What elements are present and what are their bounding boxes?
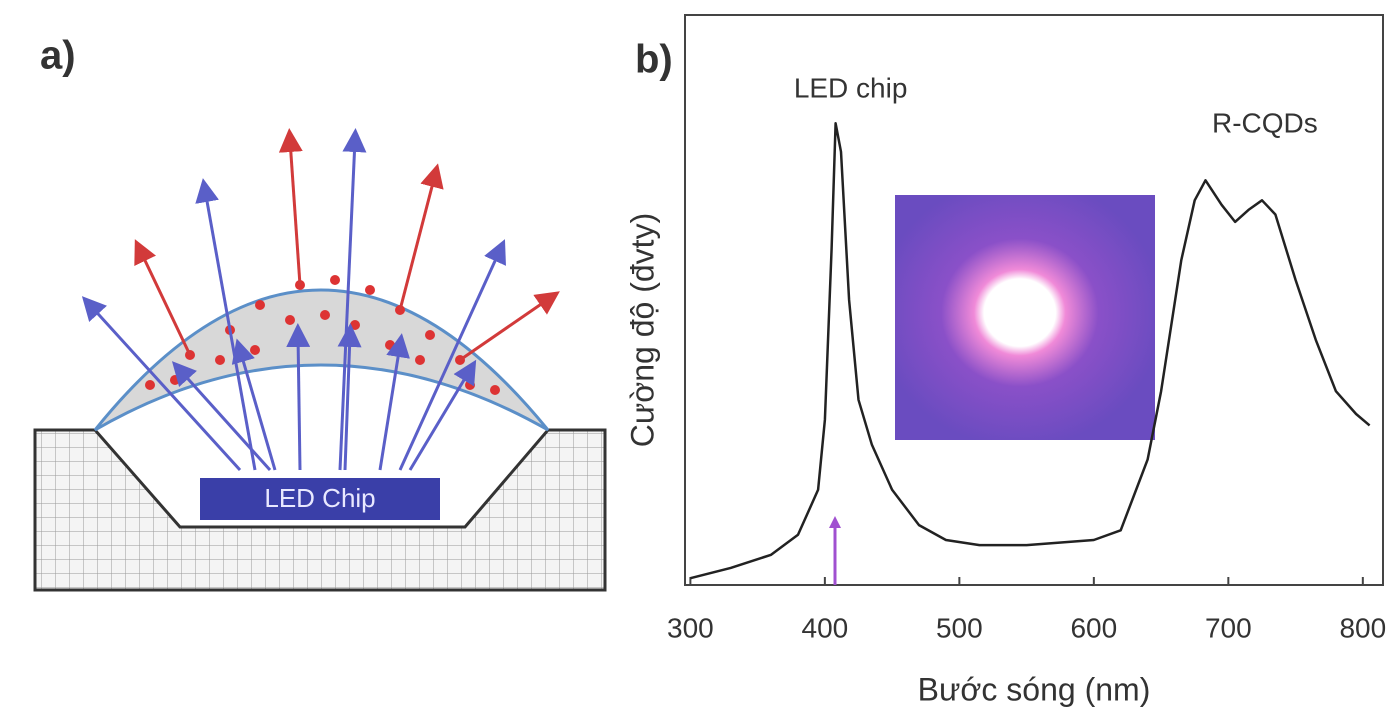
annotation: R-CQDs (1212, 107, 1318, 138)
panel-b: b) Bước sóng (nm) Cường độ (đvty) 300 400… (624, 15, 1386, 707)
annotation: LED chip (794, 72, 908, 103)
x-tick-label: 600 (1070, 612, 1117, 643)
y-axis-label: Cường độ (đvty) (624, 213, 660, 447)
panel-label: b) (635, 38, 673, 82)
x-tick-label: 500 (936, 612, 983, 643)
figure: a) LED Chip (0, 0, 1389, 712)
x-tick-label: 800 (1339, 612, 1386, 643)
excitation-arrow-head (829, 516, 841, 528)
dome (95, 290, 548, 430)
x-tick-label: 700 (1205, 612, 1252, 643)
x-tick-label: 300 (667, 612, 714, 643)
inset-photo (895, 195, 1155, 440)
x-axis-label: Bước sóng (nm) (918, 671, 1151, 707)
panel-a: a) LED Chip (35, 34, 605, 590)
x-tick-label: 400 (802, 612, 849, 643)
panel-label: a) (40, 34, 76, 78)
chip-label: LED Chip (264, 483, 375, 513)
